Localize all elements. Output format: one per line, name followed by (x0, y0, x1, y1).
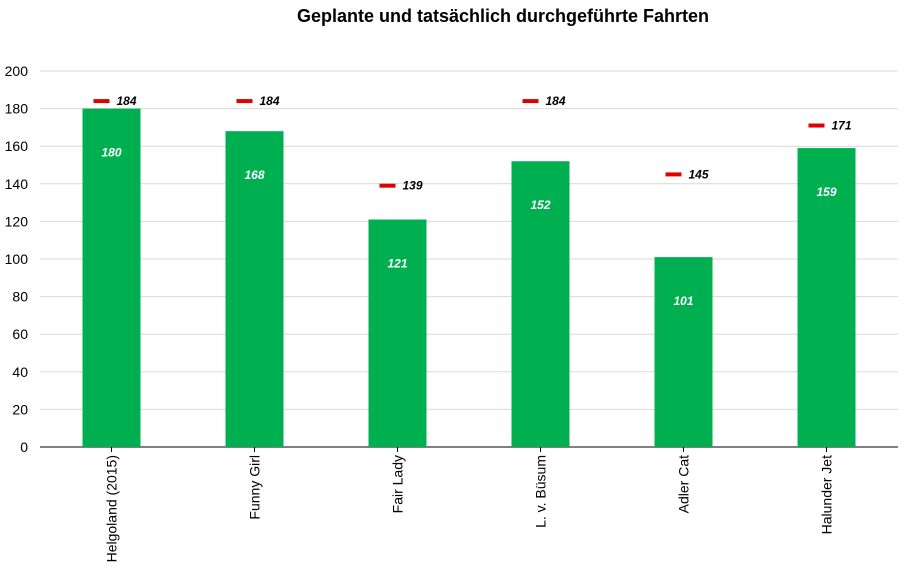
bar (654, 257, 713, 447)
bar-value-label: 121 (387, 257, 407, 271)
y-tick-label: 160 (5, 138, 29, 154)
plan-markers: 184 184 139 184 145 171 (93, 94, 852, 193)
bar (225, 131, 284, 447)
y-tick-label: 60 (12, 326, 28, 342)
y-axis-ticks: 0 20 40 60 80 100 120 140 160 180 200 (5, 63, 29, 455)
y-tick-label: 120 (5, 213, 29, 229)
y-tick-label: 140 (5, 176, 29, 192)
y-tick-label: 80 (12, 289, 28, 305)
bar-value-label: 101 (673, 294, 693, 308)
y-tick-label: 100 (5, 251, 29, 267)
bar (368, 219, 427, 447)
bar-value-label: 159 (816, 185, 836, 199)
plan-value-label: 145 (689, 167, 709, 181)
y-tick-label: 0 (20, 439, 28, 455)
plan-value-label: 171 (832, 119, 852, 133)
chart-title: Geplante und tatsächlich durchgeführte F… (297, 6, 709, 26)
gridlines (40, 70, 898, 448)
x-tick-label: Fair Lady (390, 455, 406, 513)
bar (797, 148, 856, 447)
bar-value-label: 152 (530, 198, 550, 212)
y-tick-label: 40 (12, 364, 28, 380)
y-tick-label: 200 (5, 63, 29, 79)
x-tick-label: Halunder Jet (819, 455, 835, 534)
bar (82, 108, 141, 447)
plan-value-label: 184 (260, 94, 280, 108)
plan-value-label: 184 (117, 94, 137, 108)
plan-value-label: 139 (403, 179, 423, 193)
bars: 180 168 121 152 101 159 (82, 108, 856, 448)
y-tick-label: 180 (5, 101, 29, 117)
x-tick-label: Funny Girl (247, 455, 263, 520)
x-axis-ticks: Helgoland (2015) Funny Girl Fair Lady L. v.… (104, 447, 835, 562)
bar-value-label: 168 (244, 168, 264, 182)
bar-value-label: 180 (101, 146, 121, 160)
bar (511, 161, 570, 448)
x-tick-label: L. v. Büsum (533, 455, 549, 528)
plan-value-label: 184 (546, 94, 566, 108)
x-tick-label: Helgoland (2015) (104, 455, 120, 562)
x-tick-label: Adler Cat (676, 455, 692, 513)
y-tick-label: 20 (12, 401, 28, 417)
